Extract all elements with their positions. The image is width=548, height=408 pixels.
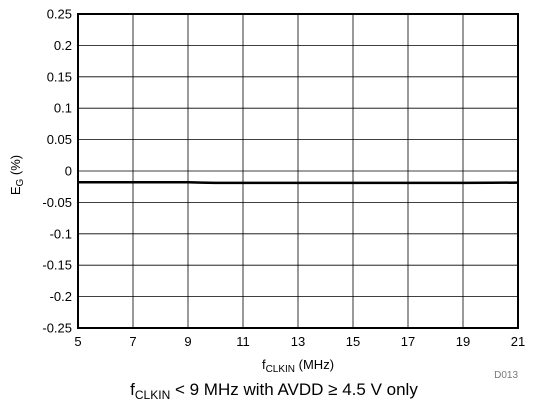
y-tick-label: 0.05 [47,132,72,147]
y-tick-label: 0.2 [54,38,72,53]
y-tick-label: 0.15 [47,69,72,84]
series-line [78,181,519,185]
y-tick-label: -0.05 [42,195,72,210]
x-tick-label: 5 [74,334,81,349]
caption-sub: CLKIN [134,388,171,402]
y-tick-label: -0.25 [42,321,72,336]
x-tick-label: 17 [401,334,415,349]
x-tick-label: 11 [236,334,250,349]
x-axis-title: fCLKIN (MHz) [262,357,334,375]
y-tick-label: 0.25 [47,7,72,22]
grid [77,13,519,329]
figure-code: D013 [494,370,518,381]
x-tick-label: 21 [511,334,525,349]
x-tick-label: 7 [129,334,136,349]
y-tick-label: 0.1 [54,101,72,116]
x-tick-label: 15 [346,334,360,349]
series [78,181,519,185]
y-tick-label: -0.1 [50,226,72,241]
y-axis-title: EG (%) [8,155,26,195]
x-tick-label: 13 [291,334,305,349]
caption: fCLKIN < 9 MHz with AVDD ≥ 4.5 V only [0,380,548,402]
y-tick-label: -0.15 [42,258,72,273]
plot-frame [77,13,519,329]
y-tick-label: -0.2 [50,289,72,304]
x-tick-labels: 5 7 9 11 13 15 17 19 21 [74,334,525,349]
x-tick-label: 9 [184,334,191,349]
x-tick-label: 19 [456,334,470,349]
y-tick-label: 0 [65,164,72,179]
caption-rest: < 9 MHz with AVDD ≥ 4.5 V only [170,380,418,399]
y-tick-labels: 0.25 0.2 0.15 0.1 0.05 0 -0.05 -0.1 -0.15 -0.2 -0.… [42,7,72,336]
caption-f: f [130,380,135,399]
